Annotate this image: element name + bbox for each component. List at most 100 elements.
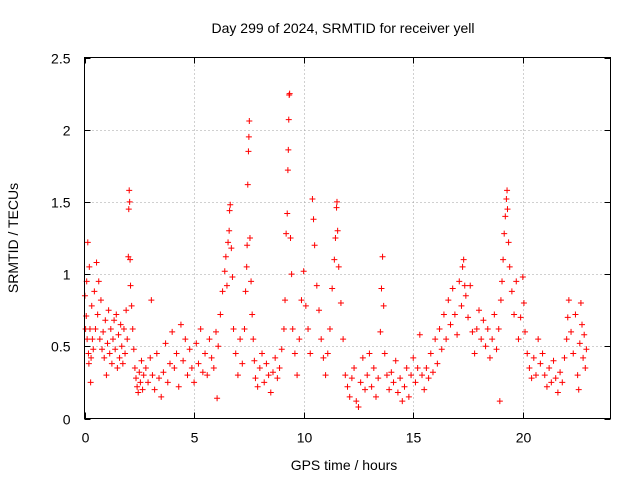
data-point: [252, 375, 259, 382]
data-point: [180, 357, 187, 364]
y-tick-label: 1.5: [51, 195, 71, 211]
data-point: [340, 336, 347, 343]
data-point: [142, 364, 149, 371]
data-point: [504, 206, 511, 213]
data-point: [276, 364, 283, 371]
x-tick-label: 20: [516, 430, 532, 446]
data-point: [272, 354, 279, 361]
data-point: [283, 230, 290, 237]
data-point: [320, 354, 327, 361]
data-point: [294, 372, 301, 379]
data-point: [324, 350, 331, 357]
data-point: [221, 268, 228, 275]
data-point: [334, 227, 341, 234]
data-point: [107, 325, 114, 332]
data-point: [332, 235, 339, 241]
data-point: [284, 210, 291, 217]
data-points: [81, 90, 590, 410]
data-point: [267, 389, 274, 396]
data-point: [289, 325, 296, 332]
data-point: [408, 372, 415, 379]
data-point: [130, 346, 137, 353]
data-point: [86, 263, 93, 270]
data-point: [577, 299, 584, 306]
data-point: [493, 346, 500, 353]
data-point: [399, 398, 406, 405]
data-point: [111, 317, 118, 324]
data-point: [502, 213, 509, 220]
data-point: [86, 325, 93, 332]
data-point: [520, 299, 527, 306]
data-point: [524, 350, 531, 357]
data-point: [461, 282, 468, 289]
data-point: [310, 216, 317, 223]
data-point: [285, 146, 292, 153]
data-point: [113, 311, 120, 318]
data-point: [381, 350, 388, 357]
data-point: [284, 167, 291, 174]
data-point: [259, 350, 266, 357]
data-point: [136, 369, 143, 376]
data-point: [139, 386, 146, 393]
data-point: [581, 331, 588, 338]
data-point: [93, 259, 100, 266]
data-point: [476, 307, 482, 314]
data-point: [355, 403, 362, 410]
data-point: [368, 383, 375, 390]
data-point: [95, 278, 102, 285]
data-point: [401, 383, 408, 390]
data-point: [575, 386, 582, 393]
data-point: [537, 360, 544, 367]
data-point: [103, 372, 110, 379]
data-point: [232, 350, 239, 357]
data-point: [254, 383, 261, 390]
data-point: [576, 340, 583, 347]
data-point: [552, 375, 559, 382]
data-point: [248, 278, 255, 285]
data-point: [491, 311, 498, 318]
data-point: [151, 386, 158, 393]
data-point: [127, 282, 134, 289]
data-point: [135, 389, 142, 396]
data-point: [274, 375, 281, 382]
data-point: [432, 336, 439, 343]
data-point: [425, 375, 432, 382]
data-point: [388, 369, 395, 376]
data-point: [497, 297, 504, 304]
data-point: [186, 346, 193, 353]
data-point: [124, 336, 131, 343]
x-tick-label: 5: [191, 430, 199, 446]
data-point: [228, 245, 235, 252]
data-point: [246, 118, 253, 125]
data-point: [459, 263, 466, 270]
data-point: [287, 235, 294, 241]
data-point: [443, 336, 450, 343]
data-point: [149, 372, 156, 379]
data-point: [386, 386, 393, 393]
data-point: [164, 379, 171, 386]
data-point: [148, 297, 155, 304]
data-point: [563, 336, 570, 343]
data-point: [96, 336, 103, 343]
data-point: [126, 187, 133, 194]
data-point: [412, 379, 419, 386]
data-point: [261, 379, 268, 386]
data-point: [249, 311, 256, 318]
data-point: [405, 393, 412, 400]
data-point: [572, 311, 579, 318]
data-point: [85, 350, 92, 357]
data-point: [202, 350, 209, 357]
data-point: [109, 336, 116, 343]
chart-title: Day 299 of 2024, SRMTID for receiver yel…: [212, 20, 475, 36]
data-point: [131, 364, 138, 371]
data-point: [288, 271, 295, 278]
data-point: [222, 253, 229, 260]
data-point: [120, 325, 127, 332]
data-point: [427, 350, 434, 357]
data-point: [91, 288, 98, 295]
data-point: [217, 311, 224, 318]
data-point: [137, 379, 144, 386]
data-point: [377, 328, 384, 335]
data-point: [505, 239, 512, 246]
data-point: [316, 307, 323, 314]
